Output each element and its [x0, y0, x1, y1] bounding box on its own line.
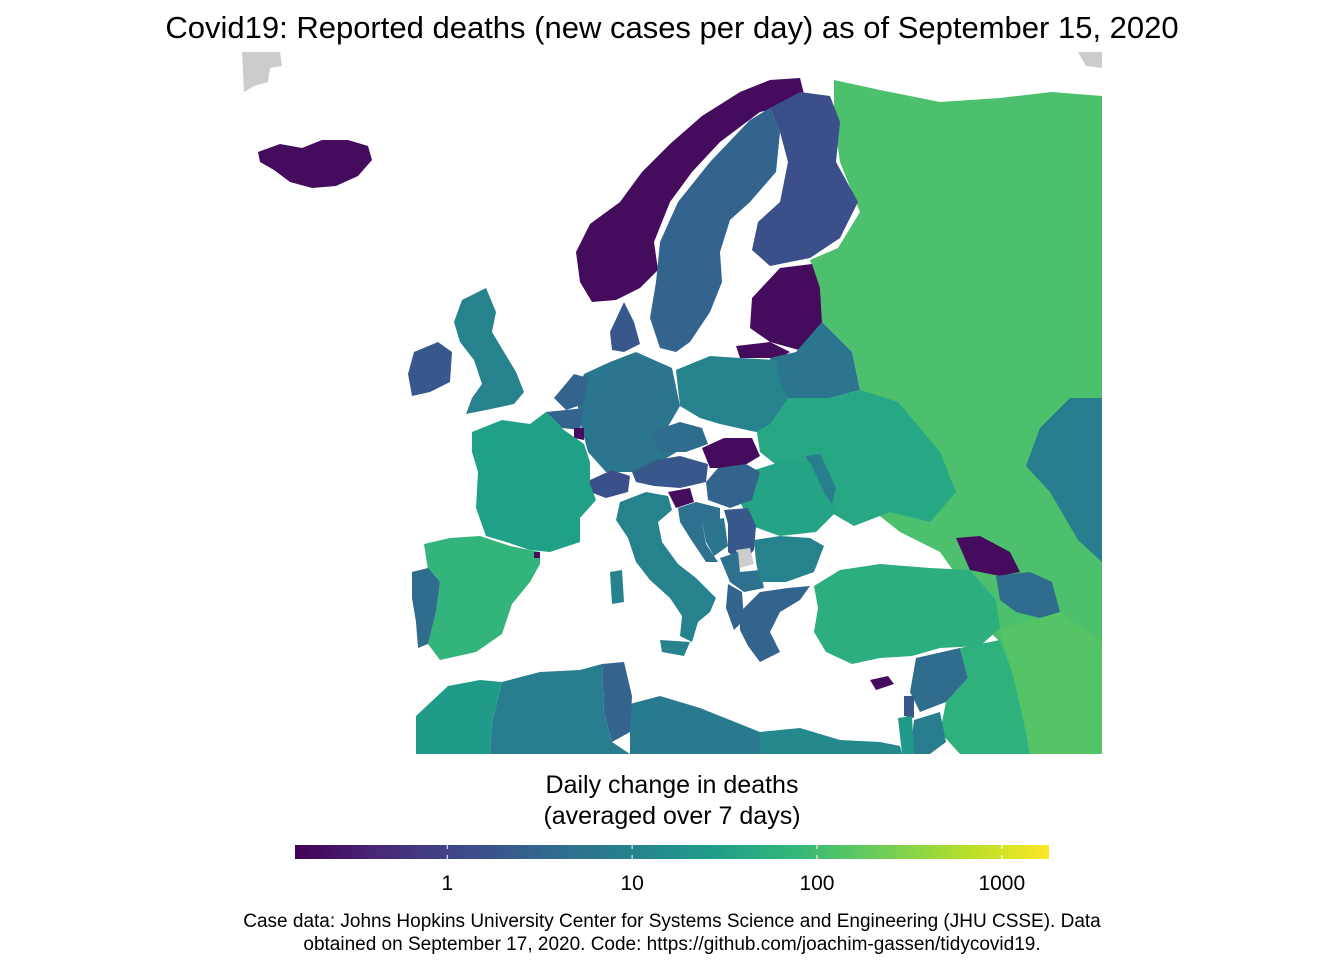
region-iraq [940, 640, 1030, 754]
tick-label-10: 10 [620, 872, 644, 895]
region-greenland-svalbard [242, 52, 282, 92]
region-kosovo [736, 548, 754, 568]
region-andorra [534, 552, 540, 558]
region-germany [576, 352, 680, 472]
gradient-rect [295, 845, 1049, 859]
region-moldova [806, 454, 836, 504]
region-algeria [490, 664, 630, 754]
region-belgium [546, 408, 584, 430]
region-lithuania [736, 342, 790, 358]
region-greece [740, 586, 810, 662]
region-switzerland [590, 470, 630, 498]
region-armenia-azerbaijan [996, 572, 1060, 618]
region-austria [632, 456, 708, 488]
legend-title-line2: (averaged over 7 days) [543, 802, 801, 830]
region-ireland [408, 342, 452, 396]
region-morocco [416, 680, 502, 754]
region-sweden [650, 108, 780, 352]
region-iceland [258, 140, 372, 188]
region-belarus [770, 322, 860, 398]
caption-line1: Case data: Johns Hopkins University Cent… [243, 911, 1101, 932]
region-iran [1000, 612, 1102, 754]
region-france [472, 412, 596, 552]
caption-line2: obtained on September 17, 2020. Code: ht… [303, 934, 1041, 955]
region-montenegro-north-macedonia [720, 552, 764, 592]
region-syria [910, 648, 968, 712]
region-netherlands [554, 374, 588, 410]
map-title: Covid19: Reported deaths (new cases per … [165, 10, 1179, 45]
region-romania [740, 462, 836, 536]
region-tunisia [602, 662, 632, 742]
region-slovenia [668, 488, 694, 508]
region-italy [660, 640, 690, 656]
region-finland [752, 92, 858, 266]
tick-label-100: 100 [799, 872, 835, 895]
tick-label-1: 1 [441, 872, 454, 895]
region-georgia [956, 536, 1020, 576]
tick-label-1000: 1000 [978, 872, 1026, 895]
region-luxembourg [574, 428, 584, 440]
region-libya [630, 696, 760, 754]
region-italy [610, 570, 624, 604]
region-poland [676, 356, 788, 432]
region-bulgaria [754, 536, 824, 582]
region-denmark [610, 302, 640, 352]
region-hungary [706, 464, 760, 508]
region-spain [424, 536, 540, 660]
choropleth-map [242, 52, 1102, 754]
region-cyprus [870, 676, 894, 690]
region-bosnia-and-herzegovina [702, 518, 728, 556]
region-portugal [412, 568, 440, 648]
region-norway [576, 78, 806, 302]
region-kazakhstan [1026, 398, 1102, 562]
region-lebanon [904, 696, 914, 718]
region-turkey [814, 564, 1000, 664]
caption: Case data: Johns Hopkins University Cent… [0, 910, 1344, 956]
region-italy [616, 492, 716, 642]
legend-title-line1: Daily change in deaths [545, 771, 799, 799]
region-egypt [760, 728, 902, 754]
region-israel [898, 716, 914, 754]
region-greenland-svalbard [1078, 52, 1102, 68]
region-croatia [678, 502, 720, 562]
region-slovakia [702, 438, 760, 468]
region-jordan [910, 712, 946, 754]
region-albania [726, 584, 744, 630]
region-ukraine [756, 390, 956, 526]
region-estonia-latvia [750, 264, 822, 352]
region-united-kingdom [454, 288, 524, 414]
legend-title: Daily change in deaths (averaged over 7 … [0, 770, 1344, 832]
region-czechia [650, 422, 708, 452]
color-scale-bar [295, 845, 1049, 859]
